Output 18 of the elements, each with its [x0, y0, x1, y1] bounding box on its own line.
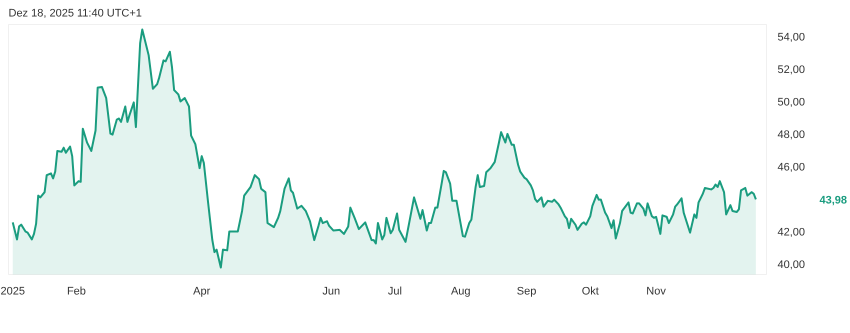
y-tick-label: 54,00 — [778, 32, 806, 44]
y-tick-label: 52,00 — [778, 64, 806, 76]
x-tick-label: Jun — [322, 286, 340, 298]
x-tick-label: Apr — [193, 286, 211, 298]
x-tick-label: Okt — [582, 286, 599, 298]
x-tick-label: 2025 — [0, 286, 25, 298]
y-tick-label: 40,00 — [778, 258, 806, 271]
text: 43,98 — [820, 194, 848, 206]
x-tick-label: Feb — [66, 286, 86, 298]
x-tick-label: Nov — [646, 286, 666, 298]
x-tick-label: Sep — [516, 286, 536, 298]
y-tick-label: 50,00 — [778, 96, 806, 109]
x-tick-label: Jul — [388, 286, 402, 298]
y-tick-label: 48,00 — [778, 129, 806, 142]
y-tick-label: 46,00 — [778, 162, 806, 174]
y-tick-label: 42,00 — [778, 226, 806, 238]
chart-title: Dez 18, 2025 11:40 UTC+1 — [8, 8, 142, 20]
x-tick-label: Aug — [450, 286, 471, 298]
